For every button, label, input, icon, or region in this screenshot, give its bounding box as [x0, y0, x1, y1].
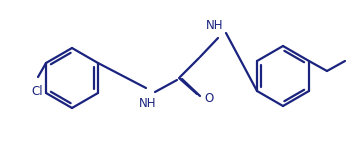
Text: Cl: Cl: [31, 85, 43, 98]
Text: NH: NH: [139, 97, 157, 110]
Text: NH: NH: [206, 19, 224, 32]
Text: O: O: [204, 92, 213, 106]
